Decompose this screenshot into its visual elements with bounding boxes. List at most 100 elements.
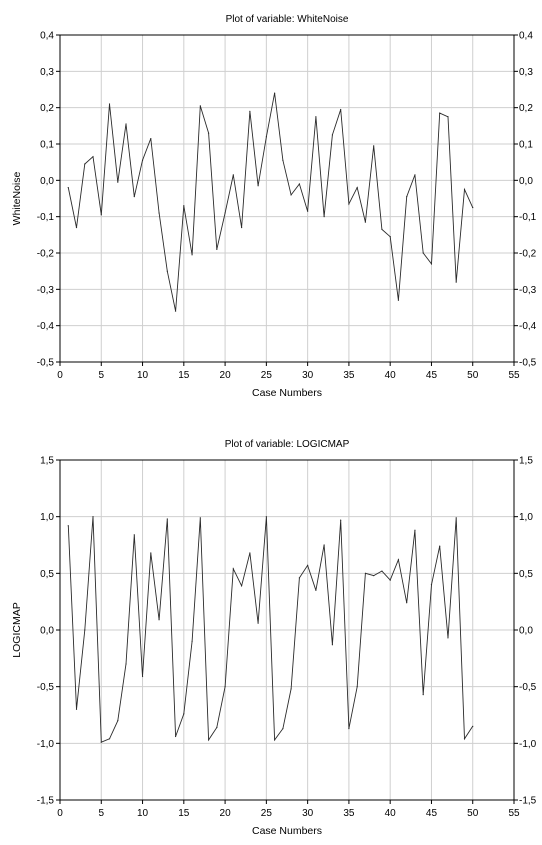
chart2-data-point (472, 725, 474, 727)
chart1-y-tick-label-right: -0,3 (519, 285, 537, 296)
chart1-data-point (364, 221, 367, 223)
chart1-plot-frame (59, 34, 515, 363)
chart2-data-point (150, 552, 152, 554)
chart2-data-point (191, 640, 193, 642)
chart2-y-tick-label-right: -0,5 (519, 682, 537, 693)
chart2-data-point (439, 545, 441, 547)
chart2-data-point (117, 720, 119, 722)
chart2-data-point (455, 517, 457, 519)
chart1-data-point (397, 299, 400, 301)
chart1-title: Plot of variable: WhiteNoise (226, 14, 349, 25)
chart2: 0 5 10 15 20 25 30 35 40 45 50 55-1,5 -1,5-1,0 -1,0-0… (11, 439, 537, 837)
chart1-y-tick-label-right: 0,1 (519, 140, 533, 151)
chart1-y-tick-label-right: -0,1 (519, 212, 537, 223)
chart2-data-point (249, 552, 251, 554)
chart2-data-point (315, 589, 317, 591)
chart2-data-point (257, 622, 259, 624)
chart2-data-point (174, 735, 177, 738)
chart2-data-point (373, 575, 375, 577)
chart2-y-tick-label-left: 1,0 (40, 512, 54, 523)
chart1-data-point (265, 136, 267, 138)
chart1-data-point (84, 163, 86, 165)
chart1-data-point (166, 270, 168, 272)
chart2-x-tick-label: 40 (385, 808, 397, 819)
chart2-data-point (430, 584, 433, 586)
chart1-data-point (257, 185, 259, 187)
chart2-data-point (406, 602, 408, 604)
chart1-data-point (348, 203, 350, 205)
chart1-data-point (340, 108, 342, 111)
chart1-data-point (108, 103, 111, 105)
chart1-y-tick-label-right: 0,0 (519, 176, 533, 187)
chart2-data-point (414, 529, 416, 531)
chart1-data-point (150, 137, 152, 140)
chart2-y-tick-label-right: 1,0 (519, 512, 533, 523)
chart2-data-point (422, 694, 424, 696)
chart2-y-axis-label: LOGICMAP (11, 602, 23, 657)
chart2-x-tick-label: 25 (261, 808, 273, 819)
chart2-y-tick-label-right: 0,5 (519, 569, 533, 580)
chart1-data-point (455, 281, 457, 283)
chart2-data-point (447, 637, 449, 639)
chart1-y-tick-label-right: -0,5 (519, 358, 537, 369)
chart1-x-tick-label: 45 (426, 370, 438, 381)
chart2-data-point (381, 570, 383, 572)
chart1-data-point (447, 116, 449, 118)
chart1-y-tick-label-left: -0,3 (37, 285, 55, 296)
chart1-data-point (232, 174, 234, 176)
chart1-data-point (439, 112, 441, 114)
chart1-data-point (125, 123, 127, 125)
chart1-data-point (422, 252, 424, 254)
chart1-series-line (67, 93, 474, 312)
chart1-data-point (183, 205, 185, 207)
chart2-data-point (331, 644, 333, 646)
chart2-data-point (158, 619, 160, 621)
chart2-data-point (241, 585, 243, 587)
chart2-x-tick-label: 15 (178, 808, 190, 819)
chart2-data-point (166, 518, 168, 520)
chart1-x-tick-label: 55 (508, 370, 520, 381)
chart1-y-tick-label-left: 0,3 (40, 67, 54, 78)
chart2-x-tick-label: 50 (467, 808, 479, 819)
chart1-data-point (282, 159, 284, 161)
chart1-x-tick-label: 30 (302, 370, 314, 381)
chart2-data-point (183, 713, 185, 715)
chart1-data-point (290, 194, 292, 196)
chart1-y-tick-label-left: 0,1 (40, 140, 54, 151)
chart1-y-tick-label-right: 0,3 (519, 67, 533, 78)
chart2-y-tick-label-right: -1,5 (519, 796, 537, 807)
chart2-title: Plot of variable: LOGICMAP (225, 439, 350, 450)
chart1-data-point (406, 196, 408, 198)
chart2-data-point (274, 739, 276, 741)
chart2-x-tick-label: 55 (508, 808, 520, 819)
chart1-data-point (430, 263, 433, 265)
chart2-y-tick-label-left: 0,5 (40, 569, 54, 580)
chart2-data-point (356, 686, 358, 688)
chart2-data-point (265, 516, 267, 518)
chart1-x-tick-label: 40 (385, 370, 397, 381)
chart2-data-point (84, 629, 86, 631)
chart1-data-point (141, 159, 144, 161)
chart2-x-tick-label: 20 (220, 808, 232, 819)
chart2-x-tick-label: 10 (137, 808, 149, 819)
chart1-data-point (216, 248, 218, 250)
chart1-data-point (100, 214, 102, 216)
chart1-y-tick-label-right: -0,2 (519, 249, 537, 260)
chart2-data-point (133, 534, 135, 536)
chart2-data-point (141, 675, 144, 678)
chart1-y-axis-label: WhiteNoise (11, 171, 23, 225)
chart1-data-point (191, 254, 193, 256)
chart2-x-tick-label: 45 (426, 808, 438, 819)
chart2-y-tick-label-right: 1,5 (519, 456, 533, 467)
chart2-data-point (364, 572, 367, 574)
chart1-x-tick-label: 20 (220, 370, 232, 381)
chart1-data-point (373, 145, 375, 147)
chart1-data-point (158, 212, 160, 214)
chart2-data-point (75, 708, 78, 710)
chart1-data-point (356, 187, 358, 189)
chart2-data-point (397, 559, 400, 561)
chart1-x-axis-label: Case Numbers (252, 387, 322, 399)
chart2-data-point (108, 738, 111, 740)
chart1-x-tick-label: 0 (57, 370, 63, 381)
chart1-data-point (207, 132, 210, 134)
